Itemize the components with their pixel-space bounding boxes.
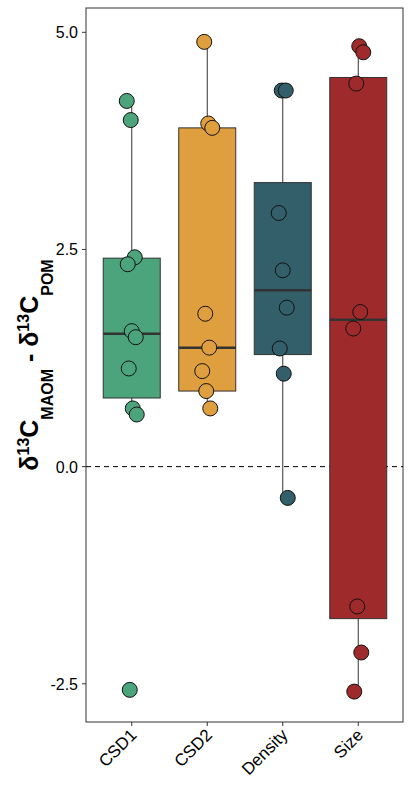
x-tick [131,722,132,726]
point [279,300,294,315]
y-tick-label: 5.0 [56,24,78,41]
x-tick-label: CSD2 [171,725,217,771]
point [350,599,365,614]
point [122,682,137,697]
point [119,93,134,108]
whisker [207,42,208,128]
box [254,183,311,355]
box [179,128,236,391]
x-tick [282,722,283,726]
median [254,289,311,292]
point [199,384,214,399]
y-axis-label-part: POM [39,259,56,295]
y-tick [82,32,86,33]
y-axis-label-part: 13 [15,438,32,456]
point [280,490,295,505]
y-axis-label-part: 13 [15,314,32,332]
y-tick-label: 0.0 [56,459,78,476]
point [202,340,217,355]
point [128,330,143,345]
chart: -2.50.02.55.0δ13CMAOM - δ13CPOMCSD1CSD2D… [0,0,415,787]
point [353,305,368,320]
y-tick-label: -2.5 [50,676,78,693]
y-axis-label-part: - δ [15,332,43,369]
y-tick [82,249,86,250]
y-tick-label: 2.5 [56,241,78,258]
point [205,120,220,135]
point [271,205,286,220]
x-tick-label: Density [238,725,292,779]
y-axis-label-part: MAOM [39,369,56,420]
y-axis-label-part: C [15,420,43,438]
point [346,321,361,336]
point [349,76,364,91]
point [129,407,144,422]
point [123,113,138,128]
y-axis-label-part: C [15,296,43,314]
x-tick [358,722,359,726]
y-tick [82,683,86,684]
box [330,77,387,618]
y-tick [82,466,86,467]
point [197,34,212,49]
point [356,45,371,60]
point [275,263,290,278]
point [203,401,218,416]
point [198,306,213,321]
point [272,341,287,356]
y-axis-label: δ13CMAOM - δ13CPOM [15,259,56,470]
point [278,83,293,98]
whisker [282,91,283,183]
box [103,258,160,398]
point [121,361,136,376]
y-axis-label-part: δ [15,456,43,471]
point [347,684,362,699]
x-tick-label: CSD1 [95,725,141,771]
plot-area [86,34,403,699]
plot-frame [86,8,403,722]
x-tick [207,722,208,726]
x-tick-label: Size [330,725,367,762]
point [120,257,135,272]
point [195,364,210,379]
point [276,366,291,381]
point [354,645,369,660]
